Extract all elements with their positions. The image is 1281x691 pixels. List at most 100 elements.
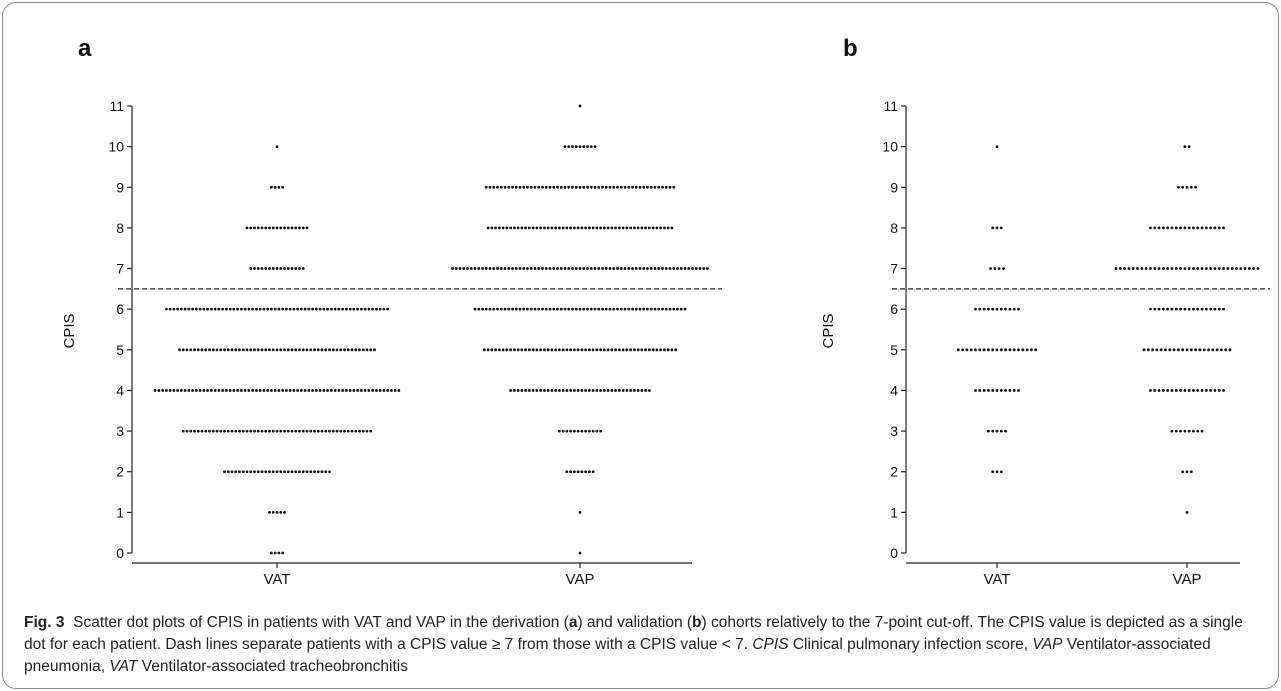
data-point (361, 429, 365, 433)
data-point (1004, 307, 1007, 311)
data-point (281, 389, 285, 392)
data-point (1226, 267, 1230, 270)
data-point (571, 267, 574, 270)
data-point (571, 307, 574, 311)
data-point (365, 348, 369, 352)
data-point (533, 185, 537, 189)
data-point (629, 226, 633, 230)
data-point (580, 226, 584, 230)
data-point (623, 267, 627, 270)
data-point (258, 389, 262, 392)
data-point (661, 185, 664, 189)
data-point (653, 307, 657, 311)
data-point (268, 510, 271, 514)
data-point (587, 429, 591, 433)
data-point (612, 185, 616, 189)
data-point (284, 307, 288, 311)
data-point (691, 267, 694, 270)
data-point (238, 348, 241, 352)
data-point (1170, 267, 1174, 270)
data-point (1192, 389, 1195, 392)
data-point (301, 429, 305, 433)
data-point (333, 307, 337, 311)
data-point (653, 185, 657, 189)
data-point (303, 307, 307, 311)
data-point (1222, 267, 1225, 270)
data-point (627, 267, 631, 270)
data-point (1170, 429, 1174, 433)
data-point (168, 307, 172, 311)
data-point (1131, 267, 1135, 270)
data-point (352, 389, 356, 392)
data-point (587, 389, 591, 392)
data-point (284, 389, 288, 392)
data-point (539, 348, 543, 352)
data-point (595, 389, 599, 392)
data-point (672, 267, 676, 270)
data-point (1213, 267, 1217, 270)
data-point (249, 267, 253, 270)
data-point (196, 429, 200, 433)
data-point (497, 226, 501, 230)
data-point (1222, 389, 1225, 392)
data-point (1183, 389, 1187, 392)
caption-def-vat: Ventilator-associated tracheobronchitis (137, 658, 408, 675)
data-point (226, 470, 230, 474)
data-point (264, 429, 268, 433)
data-point (647, 389, 651, 392)
data-point (1004, 429, 1007, 433)
data-point (1166, 267, 1170, 270)
data-point (533, 307, 537, 311)
data-point (298, 226, 301, 230)
data-point (572, 348, 576, 352)
data-point (653, 267, 657, 270)
data-point (627, 307, 631, 311)
data-point (271, 348, 275, 352)
data-point (556, 185, 559, 189)
data-point (576, 470, 580, 474)
data-point (537, 267, 541, 270)
data-point (356, 389, 360, 392)
data-point (604, 267, 608, 270)
data-point (991, 429, 995, 433)
data-point (1149, 226, 1152, 230)
data-point (1170, 307, 1174, 311)
data-point (1149, 389, 1152, 392)
data-point (1179, 389, 1182, 392)
data-point (614, 348, 618, 352)
data-point (572, 470, 576, 474)
data-point (219, 348, 223, 352)
data-point (303, 389, 307, 392)
data-point (995, 145, 999, 149)
data-point (1025, 348, 1029, 352)
data-point (1012, 307, 1016, 311)
data-point (490, 348, 494, 352)
data-point (559, 185, 563, 189)
data-point (1185, 185, 1189, 189)
data-point (599, 429, 603, 433)
data-point (544, 267, 548, 270)
data-point (482, 348, 486, 352)
data-point (509, 348, 513, 352)
data-point (586, 145, 589, 149)
data-point (286, 348, 290, 352)
data-point (531, 348, 535, 352)
data-point (1146, 348, 1150, 352)
data-point (520, 389, 524, 392)
data-point (619, 185, 623, 189)
data-point (631, 307, 634, 311)
data-point (1224, 348, 1228, 352)
data-point (647, 348, 651, 352)
data-point (657, 307, 661, 311)
data-point (995, 226, 999, 230)
data-point (320, 348, 324, 352)
data-point (1189, 348, 1193, 352)
data-point (389, 389, 393, 392)
data-point (499, 185, 503, 189)
data-point (522, 267, 526, 270)
data-point (511, 307, 514, 311)
data-point (279, 510, 283, 514)
data-point (535, 226, 539, 230)
data-point (999, 470, 1003, 474)
data-point (586, 185, 589, 189)
